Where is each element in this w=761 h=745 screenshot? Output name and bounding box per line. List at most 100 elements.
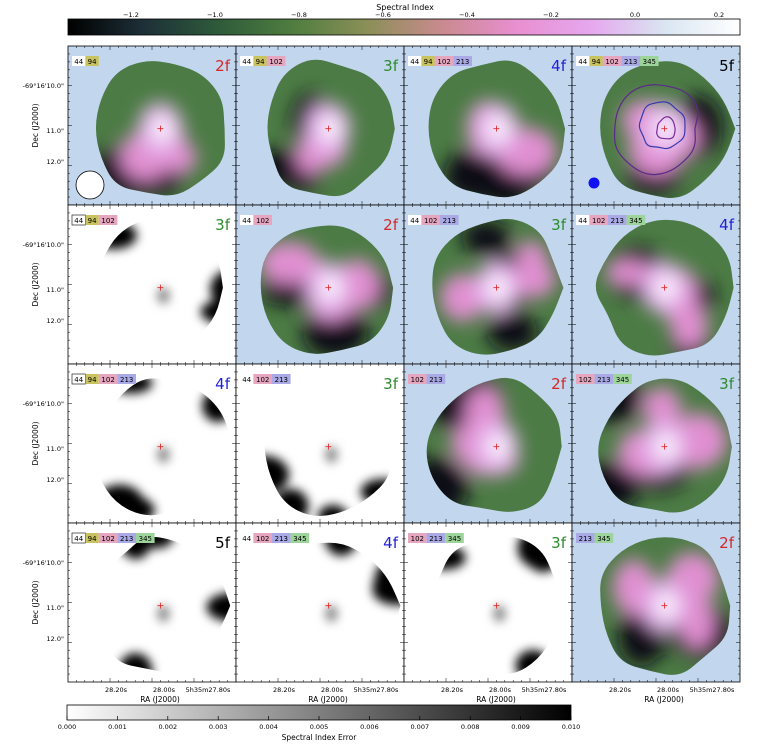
spectral-index-error-map xyxy=(91,219,223,354)
band-label: 213 xyxy=(597,376,610,384)
band-labels: 44 94 102 213 xyxy=(408,56,472,66)
band-label: 44 xyxy=(74,217,83,225)
y-tick-label: 11.0" xyxy=(47,604,64,612)
band-label: 44 xyxy=(242,58,251,66)
y-tick-label: 12.0" xyxy=(47,476,64,484)
fit-label: 3f xyxy=(383,375,399,393)
band-label: 213 xyxy=(456,58,469,66)
band-label: 213 xyxy=(275,535,288,543)
band-label: 345 xyxy=(448,535,461,543)
y-tick-label: 11.0" xyxy=(47,127,64,135)
x-tick-label: 28.00s xyxy=(489,686,512,694)
band-label: 102 xyxy=(411,535,424,543)
panel-3-3: 102 213 2f xyxy=(403,363,573,524)
panel-3-2: 44 102 213 3f xyxy=(235,363,405,524)
band-label: 345 xyxy=(139,535,152,543)
bottom-colorbar-tick-label: 0.007 xyxy=(410,723,429,731)
top-colorbar-tick-label: −1.0 xyxy=(207,11,223,19)
bottom-colorbar-tick-label: 0.001 xyxy=(108,723,127,731)
panel-ticks xyxy=(404,364,572,523)
band-label: 44 xyxy=(578,217,587,225)
fit-label: 5f xyxy=(215,534,231,552)
beam-circle xyxy=(75,170,105,200)
x-tick-label: 28.00s xyxy=(657,686,680,694)
y-tick-label: 12.0" xyxy=(47,635,64,643)
band-label: 213 xyxy=(443,217,456,225)
x-tick-label: 5h35m27.80s xyxy=(690,686,735,694)
top-colorbar-label: Spectral Index xyxy=(376,3,434,12)
panel-1-4: 44 94 102 213 345 5f xyxy=(571,45,741,206)
y-tick-label: 12.0" xyxy=(47,317,64,325)
bottom-colorbar-tick-label: 0.002 xyxy=(158,723,177,731)
top-colorbar-tick-label: −1.2 xyxy=(123,11,139,19)
band-label: 102 xyxy=(101,376,114,384)
band-labels: 44 102 xyxy=(240,215,272,225)
band-label: 213 xyxy=(120,535,133,543)
top-colorbar-tick-label: −0.4 xyxy=(459,11,475,19)
band-label: 213 xyxy=(429,376,442,384)
band-label: 102 xyxy=(256,217,269,225)
panel-ticks xyxy=(68,205,236,364)
bottom-colorbar-tick-label: 0.004 xyxy=(259,723,278,731)
axis-labels: Dec (J2000) -69°16'10.0" 11.0" 12.0" Dec (J2… xyxy=(23,82,735,704)
panel-4-1: 44 94 102 213 345 5f xyxy=(67,522,237,683)
band-label: 213 xyxy=(429,535,442,543)
band-label: 345 xyxy=(597,535,610,543)
fit-label: 2f xyxy=(719,534,735,552)
beam-circle xyxy=(588,177,600,189)
x-tick-label: 5h35m27.80s xyxy=(186,686,231,694)
y-tick-label: 11.0" xyxy=(47,445,64,453)
bottom-colorbar-tick-label: 0.003 xyxy=(209,723,228,731)
bottom-colorbar-tick-label: 0.010 xyxy=(562,723,581,731)
band-labels: 44 94 102 213 xyxy=(71,373,136,385)
fit-label: 2f xyxy=(383,216,399,234)
bottom-colorbar-tick-label: 0.006 xyxy=(360,723,379,731)
band-label: 44 xyxy=(74,58,83,66)
x-tick-label: 28.00s xyxy=(321,686,344,694)
fit-label: 4f xyxy=(215,375,231,393)
top-colorbar xyxy=(67,18,741,36)
y-axis-label: Dec (J2000) xyxy=(31,421,40,465)
x-axis-label: RA (J2000) xyxy=(644,695,684,704)
panel-ticks xyxy=(236,523,404,682)
band-labels: 44 102 213 345 xyxy=(576,215,646,225)
top-colorbar-tick-label: 0.0 xyxy=(630,11,640,19)
band-label: 94 xyxy=(88,58,97,66)
x-tick-label: 28.20s xyxy=(273,686,296,694)
fit-label: 3f xyxy=(215,216,231,234)
panel-3-1: 44 94 102 213 4f xyxy=(67,363,237,524)
band-label: 102 xyxy=(256,535,269,543)
fit-label: 4f xyxy=(551,57,567,75)
band-label: 345 xyxy=(629,217,642,225)
fit-label: 2f xyxy=(551,375,567,393)
band-labels: 213 345 xyxy=(576,533,614,543)
panel-4-4: 213 345 2f xyxy=(571,522,741,683)
fit-label: 5f xyxy=(719,57,735,75)
contours xyxy=(613,84,699,176)
band-label: 44 xyxy=(242,376,251,384)
band-label: 94 xyxy=(592,58,601,66)
fit-label: 3f xyxy=(551,534,567,552)
band-label: 102 xyxy=(101,217,114,225)
band-label: 213 xyxy=(120,376,133,384)
y-axis-label: Dec (J2000) xyxy=(31,103,40,147)
band-labels: 44 102 213 xyxy=(240,374,291,384)
y-tick-label: -69°16'10.0" xyxy=(23,82,64,90)
band-labels: 44 94 102 213 345 xyxy=(71,532,155,544)
panel-2-3: 44 102 213 3f xyxy=(403,204,573,365)
band-label: 213 xyxy=(624,58,637,66)
fit-label: 4f xyxy=(383,534,399,552)
band-label: 44 xyxy=(410,217,419,225)
bottom-colorbar-tick-label: 0.000 xyxy=(58,723,77,731)
band-label: 102 xyxy=(424,217,437,225)
bottom-colorbar-ticks: 0.000 0.001 0.002 0.003 0.004 0.005 0.006 0.007… xyxy=(58,716,581,731)
band-labels: 102 213 345 xyxy=(576,374,632,384)
y-tick-label: 12.0" xyxy=(47,158,64,166)
band-label: 213 xyxy=(275,376,288,384)
x-tick-label: 28.20s xyxy=(609,686,632,694)
x-axis-label: RA (J2000) xyxy=(308,695,348,704)
fit-label: 2f xyxy=(215,57,231,75)
panel-2-4: 44 102 213 345 4f xyxy=(571,204,741,365)
band-label: 102 xyxy=(592,217,605,225)
